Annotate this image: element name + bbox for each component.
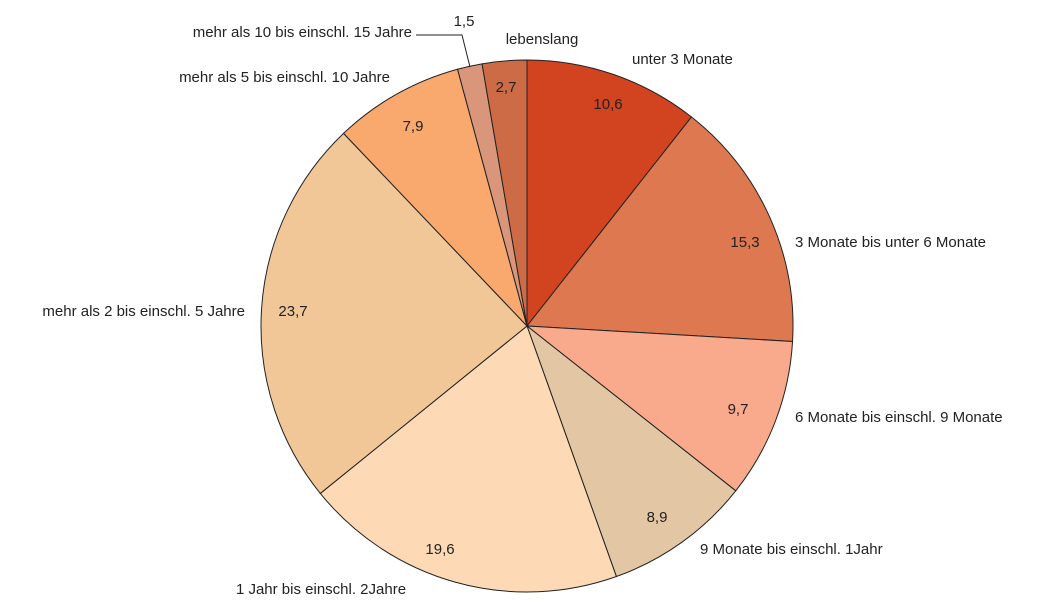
value-label: 2,7: [496, 79, 517, 96]
value-label: 1,5: [454, 13, 475, 30]
pie-slice: [525, 325, 794, 492]
leader-line: [416, 34, 471, 68]
category-label: 9 Monate bis einschl. 1Jahr: [700, 541, 883, 558]
category-label: lebenslang: [506, 31, 579, 48]
category-label: mehr als 10 bis einschl. 15 Jahre: [193, 24, 412, 41]
pie-slice: [319, 325, 618, 593]
category-label: 1 Jahr bis einschl. 2Jahre: [236, 581, 406, 598]
pie-slice: [526, 59, 693, 328]
category-label: mehr als 2 bis einschl. 5 Jahre: [42, 303, 245, 320]
value-label: 19,6: [425, 541, 454, 558]
value-label: 10,6: [593, 96, 622, 113]
category-label: 6 Monate bis einschl. 9 Monate: [795, 409, 1003, 426]
pie: [260, 59, 794, 593]
value-label: 9,7: [728, 401, 749, 418]
pie-slice: [481, 59, 528, 327]
category-label: unter 3 Monate: [632, 51, 733, 68]
category-label: mehr als 5 bis einschl. 10 Jahre: [179, 69, 390, 86]
value-label: 23,7: [278, 303, 307, 320]
value-label: 15,3: [730, 234, 759, 251]
category-label: 3 Monate bis unter 6 Monate: [795, 234, 986, 251]
pie-slice: [260, 132, 528, 495]
pie-slice: [525, 324, 737, 578]
pie-slice: [342, 68, 528, 327]
value-label: 8,9: [647, 509, 668, 526]
value-label: 7,9: [403, 118, 424, 135]
pie-slice: [526, 116, 794, 342]
